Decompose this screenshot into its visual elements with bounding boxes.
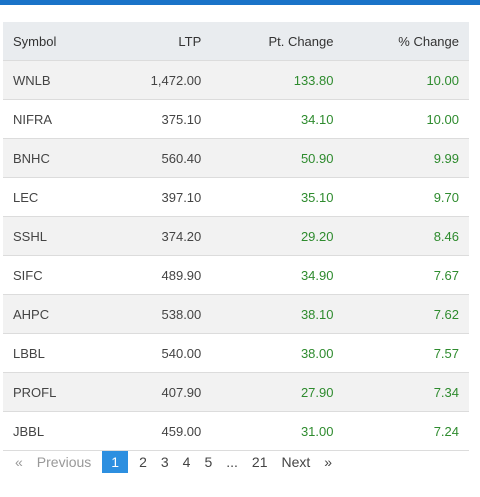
symbol-cell[interactable]: JBBL	[3, 411, 102, 451]
top-bar	[0, 0, 480, 5]
value-cell: 31.00	[211, 411, 344, 451]
column-header[interactable]: Symbol	[3, 22, 102, 61]
value-cell: 133.80	[211, 60, 344, 100]
value-cell: 38.00	[211, 333, 344, 373]
page-link[interactable]: 5	[204, 454, 213, 470]
price-table: Symbol LTP Pt. Change% Change WNLB 1,472.00…	[3, 22, 469, 451]
value-cell: 50.90	[211, 138, 344, 178]
symbol-cell[interactable]: WNLB	[3, 60, 102, 100]
pagination: « Previous 1 2 3 4 5... 21 Next »	[8, 451, 339, 473]
table-row: PROFL 407.90 27.90 7.34	[3, 372, 469, 412]
page-link[interactable]: ...	[226, 454, 238, 470]
prev-link[interactable]: Previous	[36, 454, 92, 470]
value-cell: 7.24	[343, 411, 469, 451]
table-row: SSHL 374.20 29.20 8.46	[3, 216, 469, 256]
table-row: LBBL 540.00 38.00 7.57	[3, 333, 469, 373]
value-cell: 34.10	[211, 99, 344, 139]
table-row: SIFC 489.90 34.90 7.67	[3, 255, 469, 295]
symbol-cell[interactable]: AHPC	[3, 294, 102, 334]
value-cell: 7.57	[343, 333, 469, 373]
column-header[interactable]: LTP	[101, 22, 212, 61]
value-cell: 10.00	[343, 99, 469, 139]
symbol-cell[interactable]: NIFRA	[3, 99, 102, 139]
value-cell: 8.46	[343, 216, 469, 256]
value-cell: 10.00	[343, 60, 469, 100]
table-row: JBBL 459.00 31.00 7.24	[3, 411, 469, 451]
value-cell: 29.20	[211, 216, 344, 256]
column-header[interactable]: % Change	[343, 22, 469, 61]
value-cell: 7.62	[343, 294, 469, 334]
value-cell: 560.40	[101, 138, 212, 178]
table-row: NIFRA 375.10 34.10 10.00	[3, 99, 469, 139]
page-link[interactable]: 21	[251, 454, 268, 470]
value-cell: 407.90	[101, 372, 212, 412]
value-cell: 9.99	[343, 138, 469, 178]
value-cell: 38.10	[211, 294, 344, 334]
value-cell: 7.67	[343, 255, 469, 295]
value-cell: 459.00	[101, 411, 212, 451]
header-row: Symbol LTP Pt. Change% Change	[3, 22, 469, 61]
table-row: AHPC 538.00 38.10 7.62	[3, 294, 469, 334]
symbol-cell[interactable]: SSHL	[3, 216, 102, 256]
value-cell: 34.90	[211, 255, 344, 295]
symbol-cell[interactable]: PROFL	[3, 372, 102, 412]
table-row: BNHC 560.40 50.90 9.99	[3, 138, 469, 178]
value-cell: 374.20	[101, 216, 212, 256]
symbol-cell[interactable]: SIFC	[3, 255, 102, 295]
value-cell: 397.10	[101, 177, 212, 217]
symbol-cell[interactable]: LEC	[3, 177, 102, 217]
page-link[interactable]: 4	[182, 454, 191, 470]
value-cell: 540.00	[101, 333, 212, 373]
symbol-cell[interactable]: BNHC	[3, 138, 102, 178]
value-cell: 9.70	[343, 177, 469, 217]
value-cell: 7.34	[343, 372, 469, 412]
next-link[interactable]: Next	[281, 454, 311, 470]
page-link[interactable]: 2	[139, 454, 147, 470]
table-body: WNLB 1,472.00 133.80 10.00 NIFRA 375.10 34.10 1…	[3, 60, 469, 451]
column-header[interactable]: Pt. Change	[211, 22, 344, 61]
symbol-cell[interactable]: LBBL	[3, 333, 102, 373]
page-link[interactable]: 1	[102, 451, 129, 473]
value-cell: 489.90	[101, 255, 212, 295]
value-cell: 35.10	[211, 177, 344, 217]
value-cell: 538.00	[101, 294, 212, 334]
value-cell: 27.90	[211, 372, 344, 412]
page-link[interactable]: 3	[160, 454, 169, 470]
value-cell: 375.10	[101, 99, 212, 139]
value-cell: 1,472.00	[101, 60, 212, 100]
prev-icon[interactable]: «	[15, 454, 23, 470]
table-row: LEC 397.10 35.10 9.70	[3, 177, 469, 217]
next-icon[interactable]: »	[324, 454, 333, 470]
table-row: WNLB 1,472.00 133.80 10.00	[3, 60, 469, 100]
